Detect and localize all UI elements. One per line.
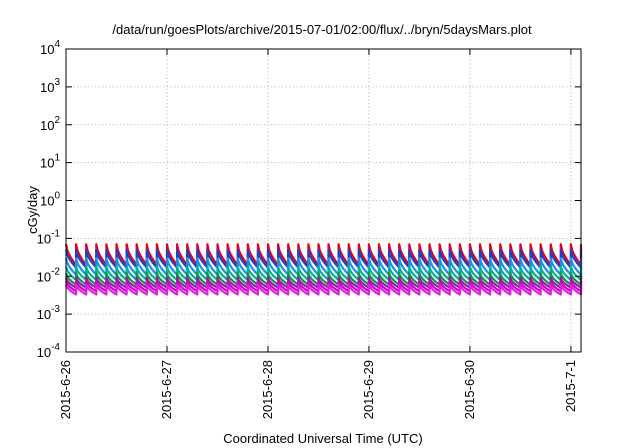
plot-frame bbox=[65, 48, 582, 353]
x-tick-label: 2015-6-26 bbox=[58, 360, 73, 419]
y-tick-label: 103 bbox=[40, 77, 60, 95]
series-line-6 bbox=[65, 276, 583, 289]
x-tick-label: 2015-6-28 bbox=[260, 360, 275, 419]
y-tick-label: 100 bbox=[40, 191, 60, 209]
series-line-2 bbox=[64, 248, 583, 269]
y-tick-label: 101 bbox=[40, 153, 60, 171]
series-line-3 bbox=[64, 257, 583, 276]
series-line-7 bbox=[64, 279, 583, 293]
y-tick-label: 10-1 bbox=[37, 228, 61, 246]
y-tick-label: 10-2 bbox=[37, 266, 61, 284]
x-tick-label: 2015-7-1 bbox=[563, 360, 578, 412]
series-line-8 bbox=[65, 283, 583, 296]
y-tick-label: 102 bbox=[40, 115, 60, 133]
y-tick-label: 10-4 bbox=[37, 342, 61, 360]
x-tick-label: 2015-6-27 bbox=[159, 360, 174, 419]
series-line-4 bbox=[64, 265, 583, 281]
series-group bbox=[64, 243, 583, 296]
y-axis-label: cGy/day bbox=[25, 186, 40, 234]
x-tick-label: 2015-6-30 bbox=[462, 360, 477, 419]
series-line-1 bbox=[64, 243, 583, 266]
y-tick-label: 104 bbox=[40, 39, 60, 57]
grid bbox=[66, 49, 581, 352]
y-tick-label: 10-3 bbox=[37, 304, 61, 322]
x-tick-label: 2015-6-29 bbox=[361, 360, 376, 419]
tick-labels: 104 103 102 101 100 10-1 10-2 10-3 10-42015-6-26… bbox=[37, 39, 578, 419]
series-line-5 bbox=[64, 272, 583, 286]
ticks bbox=[65, 48, 581, 353]
x-axis-label: Coordinated Universal Time (UTC) bbox=[223, 431, 422, 446]
chart-title: /data/run/goesPlots/archive/2015-07-01/0… bbox=[112, 22, 532, 37]
